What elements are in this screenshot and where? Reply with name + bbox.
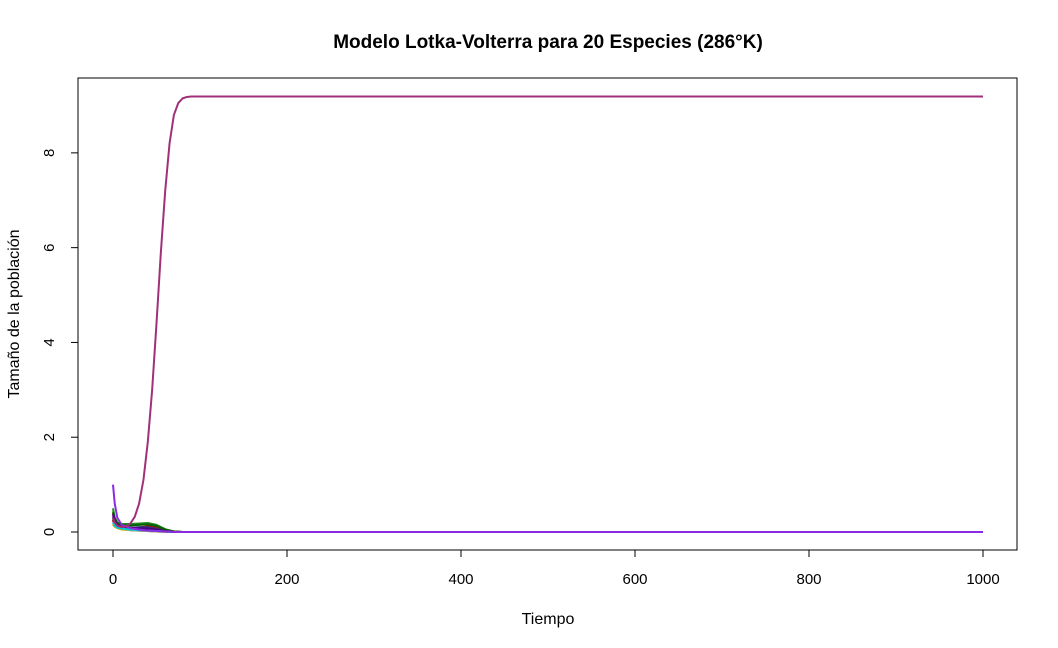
series-line-8: [112, 521, 983, 533]
series-line-2: [112, 517, 983, 533]
y-tick-label: 2: [41, 433, 58, 441]
series-line-1: [112, 524, 983, 533]
chart-title: Modelo Lotka-Volterra para 20 Especies (…: [333, 32, 763, 53]
series-line-19: [112, 484, 983, 533]
series-line-20: [112, 95, 983, 529]
series-line-3: [112, 510, 983, 533]
y-axis: 0 2 4 6 8: [41, 149, 79, 536]
series-line-16: [112, 519, 983, 533]
series-line-15: [112, 511, 983, 533]
series-line-9: [112, 508, 983, 533]
y-axis-label: Tamaño de la población: [6, 229, 23, 398]
plot-frame: [77, 77, 1018, 551]
x-tick-label: 400: [448, 571, 473, 588]
x-tick-label: 1000: [966, 571, 999, 588]
series-line-6: [112, 515, 983, 533]
y-tick-label: 4: [41, 338, 58, 346]
x-tick-label: 600: [622, 571, 647, 588]
series-line-14: [112, 523, 983, 533]
series-line-7: [112, 522, 983, 533]
series-line-10: [112, 512, 983, 533]
x-tick-label: 800: [796, 571, 821, 588]
x-tick-label: 0: [109, 571, 117, 588]
x-axis: 0 200 400 600 800 1000: [109, 549, 1000, 588]
y-tick-label: 6: [41, 243, 58, 251]
series-line-12: [112, 516, 983, 533]
y-tick-label: 8: [41, 149, 58, 157]
series-line-11: [112, 518, 983, 533]
x-axis-label: Tiempo: [522, 611, 575, 628]
series-line-13: [112, 520, 983, 533]
y-tick-label: 0: [41, 528, 58, 536]
series-line-5: [112, 521, 983, 533]
series-line-17: [112, 513, 983, 533]
series-layer: [112, 95, 983, 533]
series-line-18: [112, 522, 983, 533]
series-line-4: [112, 519, 983, 533]
x-tick-label: 200: [274, 571, 299, 588]
